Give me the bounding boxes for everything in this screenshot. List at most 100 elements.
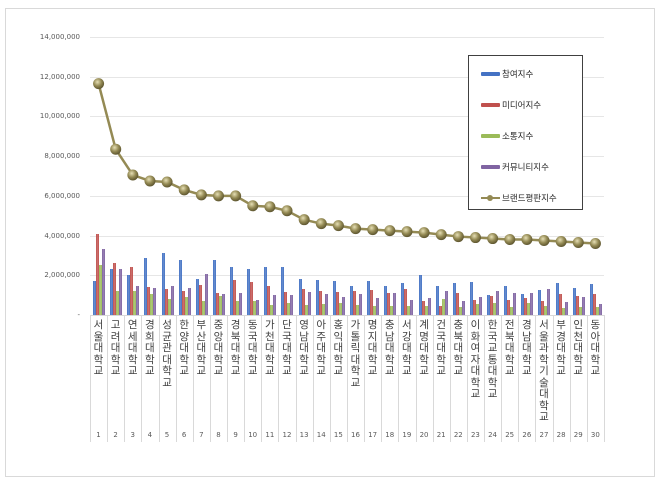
gridline — [90, 116, 604, 117]
bar-2 — [490, 296, 494, 315]
bar-3 — [201, 301, 205, 315]
x-category-label: 성균관대학교 — [162, 319, 172, 389]
legend-item: 참여지수 — [481, 68, 533, 80]
bar-4 — [513, 293, 517, 315]
bar-1 — [247, 269, 251, 315]
bar-4 — [427, 298, 431, 315]
line-marker — [195, 189, 207, 201]
bar-2 — [113, 263, 117, 315]
bar-2 — [96, 233, 99, 315]
bar-2 — [284, 292, 288, 315]
line-marker — [93, 78, 105, 90]
category-separator — [90, 315, 91, 442]
bar-4 — [410, 300, 414, 315]
bar-3 — [338, 303, 342, 315]
x-category-label: 한국교통대학교 — [487, 319, 498, 400]
bar-1 — [110, 269, 114, 315]
bar-4 — [564, 302, 568, 315]
bar-1 — [367, 281, 371, 315]
bar-3 — [253, 301, 257, 315]
x-category-label: 가톨릭대학교 — [350, 319, 361, 389]
legend-label: 브랜드평판지수 — [502, 194, 557, 204]
bar-3 — [356, 305, 359, 315]
line-marker — [367, 224, 379, 236]
category-separator — [553, 315, 554, 442]
bar-1 — [93, 281, 96, 315]
x-rank-label: 19 — [402, 431, 412, 439]
x-category-label: 연세대학교 — [127, 319, 138, 377]
category-separator — [107, 315, 108, 442]
x-category-label: 서강대학교 — [402, 319, 412, 377]
line-marker — [350, 223, 362, 235]
bar-2 — [233, 280, 237, 315]
line-marker — [418, 227, 430, 239]
x-rank-label: 27 — [539, 431, 549, 439]
x-category-label: 경희대학교 — [145, 319, 155, 377]
legend-label: 소통지수 — [502, 132, 534, 142]
bar-1 — [332, 281, 336, 315]
line-marker — [435, 229, 447, 241]
category-separator — [484, 315, 485, 442]
bar-4 — [119, 269, 123, 315]
bar-2 — [455, 293, 459, 315]
line-marker — [384, 225, 396, 237]
x-rank-label: 24 — [488, 431, 498, 439]
bar-3 — [510, 307, 514, 315]
x-category-label: 경남대학교 — [521, 319, 532, 377]
line-marker — [298, 214, 310, 226]
bar-1 — [195, 279, 199, 315]
x-category-label: 전북대학교 — [504, 319, 515, 377]
x-rank-label: 15 — [333, 431, 343, 439]
line-marker — [572, 237, 584, 249]
legend-item: 미디어지수 — [481, 99, 541, 111]
x-category-label: 홍익대학교 — [333, 319, 344, 377]
category-separator — [604, 315, 605, 442]
bar-1 — [281, 267, 285, 315]
x-rank-label: 29 — [573, 431, 583, 439]
bar-1 — [212, 260, 216, 315]
bar-3 — [116, 291, 120, 315]
x-category-label: 서울대학교 — [93, 319, 104, 377]
gridline — [90, 236, 604, 237]
bar-3 — [150, 294, 154, 315]
bar-3 — [475, 304, 479, 315]
legend-item: 소통지수 — [481, 130, 533, 142]
x-category-label: 충남대학교 — [384, 319, 395, 377]
bar-3 — [544, 306, 548, 315]
x-rank-label: 22 — [453, 431, 463, 439]
x-category-label: 계명대학교 — [419, 319, 429, 377]
x-category-label: 명지대학교 — [367, 319, 378, 377]
bar-2 — [575, 296, 579, 315]
x-rank-label: 28 — [556, 431, 566, 439]
bar-3 — [578, 307, 582, 315]
bar-4 — [153, 288, 157, 315]
bar-3 — [441, 299, 445, 315]
legend-label: 커뮤니티지수 — [502, 163, 549, 173]
bar-2 — [387, 293, 391, 315]
x-rank-label: 18 — [385, 431, 395, 439]
bar-1 — [538, 290, 542, 315]
x-category-label: 이화여자대학교 — [470, 319, 481, 400]
x-rank-label: 7 — [199, 431, 204, 439]
y-tick-label: - — [77, 311, 80, 319]
bar-1 — [469, 282, 473, 315]
bar-1 — [401, 283, 405, 315]
bar-1 — [161, 253, 165, 315]
bar-1 — [572, 288, 576, 315]
category-separator — [535, 315, 536, 442]
bar-3 — [561, 308, 565, 315]
gridline — [90, 275, 604, 276]
x-rank-label: 16 — [351, 431, 360, 439]
bar-3 — [493, 303, 497, 315]
line-marker — [470, 232, 481, 244]
bar-4 — [204, 274, 208, 315]
bar-3 — [304, 305, 308, 315]
x-rank-label: 30 — [590, 431, 600, 439]
bar-4 — [359, 294, 362, 315]
bar-3 — [270, 305, 274, 315]
bar-1 — [555, 283, 559, 315]
legend-swatch-icon — [481, 103, 500, 107]
y-tick-label: 4,000,000 — [44, 231, 80, 240]
line-marker — [555, 236, 567, 248]
bar-4 — [444, 291, 448, 315]
